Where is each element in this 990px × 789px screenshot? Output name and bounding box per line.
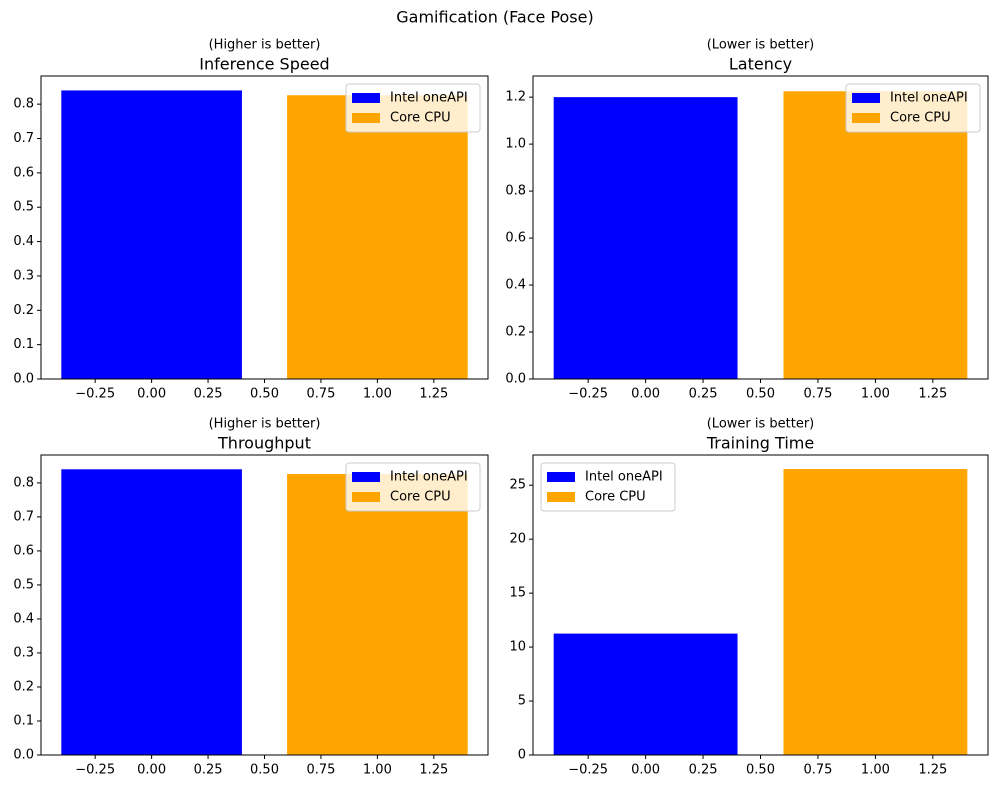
subplot-title: Latency — [729, 55, 792, 74]
y-tick-label: 0.4 — [13, 611, 34, 626]
y-tick-label: 0.6 — [13, 543, 34, 558]
x-tick-label: 0.50 — [746, 763, 775, 778]
y-tick-label: 0.0 — [13, 748, 34, 763]
y-tick-label: 0.2 — [13, 679, 34, 694]
x-tick-label: 0.25 — [194, 763, 223, 778]
x-tick-label: −0.25 — [75, 763, 115, 778]
x-tick-label: 0.75 — [306, 763, 335, 778]
legend-label: Intel oneAPI — [585, 470, 663, 485]
legend-swatch — [852, 113, 880, 123]
y-tick-label: 15 — [509, 586, 526, 601]
subplot-subtitle: (Higher is better) — [209, 417, 321, 432]
x-tick-label: 0.00 — [137, 387, 166, 402]
x-tick-label: 0.00 — [137, 763, 166, 778]
legend-swatch — [352, 492, 380, 502]
x-tick-label: 0.00 — [631, 387, 660, 402]
y-tick-label: 10 — [509, 640, 526, 655]
x-tick-label: 1.00 — [861, 763, 890, 778]
y-tick-label: 0.3 — [13, 645, 34, 660]
x-tick-label: 0.00 — [631, 763, 660, 778]
y-tick-label: 0.8 — [13, 475, 34, 490]
legend-swatch — [547, 472, 575, 482]
legend-swatch — [547, 492, 575, 502]
y-tick-label: 25 — [509, 478, 526, 493]
x-tick-label: 0.50 — [746, 387, 775, 402]
figure-title: Gamification (Face Pose) — [396, 8, 593, 27]
y-tick-label: 0.5 — [13, 200, 34, 215]
bar — [61, 469, 242, 755]
x-tick-label: 1.25 — [918, 763, 947, 778]
y-tick-label: 0.8 — [505, 184, 526, 199]
x-tick-label: 1.25 — [918, 387, 947, 402]
y-tick-label: 0.7 — [13, 131, 34, 146]
legend-label: Core CPU — [390, 111, 451, 126]
subplot-title: Training Time — [706, 434, 814, 453]
legend-label: Core CPU — [390, 490, 451, 505]
y-tick-label: 0.0 — [505, 372, 526, 387]
subplot-title: Throughput — [217, 434, 311, 453]
subplot-title: Inference Speed — [199, 55, 329, 74]
legend-label: Intel oneAPI — [390, 91, 468, 106]
y-tick-label: 0.6 — [13, 165, 34, 180]
x-tick-label: 0.50 — [250, 387, 279, 402]
legend-label: Intel oneAPI — [390, 470, 468, 485]
y-tick-label: 0.6 — [505, 231, 526, 246]
subplot-subtitle: (Lower is better) — [707, 417, 815, 432]
x-tick-label: 1.00 — [363, 387, 392, 402]
subplot-subtitle: (Lower is better) — [707, 38, 815, 53]
bar — [61, 90, 242, 379]
x-tick-label: 1.25 — [419, 387, 448, 402]
x-tick-label: 0.75 — [803, 763, 832, 778]
legend-swatch — [352, 93, 380, 103]
y-tick-label: 20 — [509, 532, 526, 547]
x-tick-label: 1.00 — [363, 763, 392, 778]
bar — [783, 469, 968, 755]
bar — [553, 97, 738, 380]
y-tick-label: 0 — [518, 748, 526, 763]
x-tick-label: −0.25 — [568, 763, 608, 778]
y-tick-label: 0.1 — [13, 337, 34, 352]
x-tick-label: 0.75 — [803, 387, 832, 402]
y-tick-label: 0.4 — [505, 278, 526, 293]
legend-label: Core CPU — [890, 111, 951, 126]
y-tick-label: 0.1 — [13, 713, 34, 728]
x-tick-label: −0.25 — [75, 387, 115, 402]
bar — [783, 91, 968, 379]
legend-label: Core CPU — [585, 490, 646, 505]
subplot-subtitle: (Higher is better) — [209, 38, 321, 53]
x-tick-label: 0.50 — [250, 763, 279, 778]
x-tick-label: 0.25 — [689, 387, 718, 402]
bar — [287, 95, 468, 379]
y-tick-label: 0.8 — [13, 97, 34, 112]
y-tick-label: 1.2 — [505, 90, 526, 105]
x-tick-label: 0.75 — [306, 387, 335, 402]
bar — [553, 633, 738, 755]
y-tick-label: 0.5 — [13, 577, 34, 592]
legend-label: Intel oneAPI — [890, 91, 968, 106]
x-tick-label: 0.25 — [689, 763, 718, 778]
y-tick-label: 0.7 — [13, 509, 34, 524]
x-tick-label: −0.25 — [568, 387, 608, 402]
y-tick-label: 0.4 — [13, 234, 34, 249]
legend-swatch — [352, 113, 380, 123]
x-tick-label: 1.25 — [419, 763, 448, 778]
y-tick-label: 0.0 — [13, 372, 34, 387]
y-tick-label: 0.2 — [505, 325, 526, 340]
x-tick-label: 0.25 — [194, 387, 223, 402]
y-tick-label: 5 — [518, 694, 526, 709]
legend-swatch — [352, 472, 380, 482]
y-tick-label: 1.0 — [505, 137, 526, 152]
x-tick-label: 1.00 — [861, 387, 890, 402]
legend-swatch — [852, 93, 880, 103]
bar — [287, 474, 468, 755]
y-tick-label: 0.3 — [13, 268, 34, 283]
y-tick-label: 0.2 — [13, 303, 34, 318]
